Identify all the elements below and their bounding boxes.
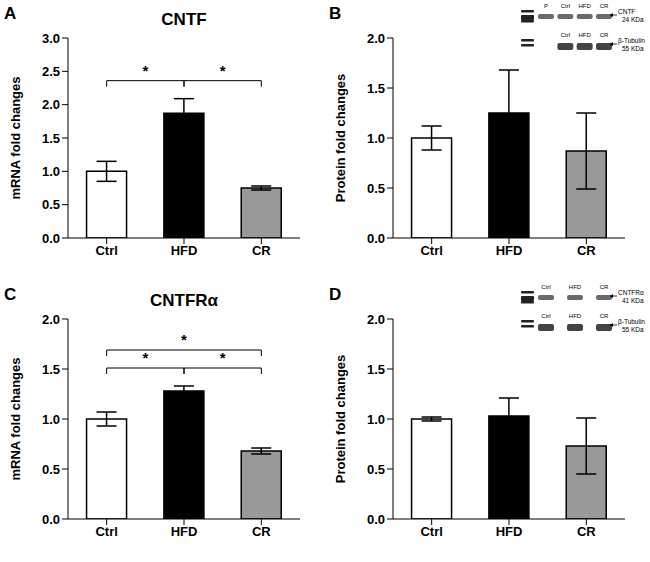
svg-text:55 KDa: 55 KDa xyxy=(622,326,642,333)
svg-text:CR: CR xyxy=(252,243,271,258)
html-text:CNTF: CNTF xyxy=(161,10,207,29)
svg-text:CNTF: CNTF xyxy=(618,8,635,15)
svg-text:0.5: 0.5 xyxy=(367,462,385,477)
svg-text:1.5: 1.5 xyxy=(367,362,385,377)
svg-text:0.0: 0.0 xyxy=(367,512,385,527)
svg-text:CR: CR xyxy=(577,243,596,258)
svg-text:3.0: 3.0 xyxy=(42,31,60,46)
svg-text:HFD: HFD xyxy=(171,243,198,258)
html-text:A: A xyxy=(4,4,17,23)
svg-text:CR: CR xyxy=(600,313,609,319)
svg-text:mRNA fold changes: mRNA fold changes xyxy=(8,357,23,480)
svg-text:0.5: 0.5 xyxy=(42,197,60,212)
svg-text:mRNA fold changes: mRNA fold changes xyxy=(8,76,23,199)
svg-text:HFD: HFD xyxy=(578,3,591,9)
svg-text:*: * xyxy=(142,62,148,79)
svg-text:P: P xyxy=(544,3,548,9)
svg-text:1.0: 1.0 xyxy=(367,412,385,427)
svg-text:*: * xyxy=(220,349,226,366)
svg-text:2.0: 2.0 xyxy=(367,31,385,46)
svg-text:HFD: HFD xyxy=(496,524,523,539)
svg-text:1.5: 1.5 xyxy=(367,81,385,96)
svg-text:HFD: HFD xyxy=(496,243,523,258)
svg-text:Ctrl: Ctrl xyxy=(541,313,550,319)
svg-text:CNTFRα: CNTFRα xyxy=(618,289,642,296)
svg-text:Ctrl: Ctrl xyxy=(95,524,117,539)
svg-text:HFD: HFD xyxy=(578,32,591,38)
svg-text:24 KDa: 24 KDa xyxy=(622,16,642,23)
svg-text:2.0: 2.0 xyxy=(42,312,60,327)
svg-text:*: * xyxy=(142,349,148,366)
svg-text:0.5: 0.5 xyxy=(42,462,60,477)
svg-text:Ctrl: Ctrl xyxy=(420,243,442,258)
svg-text:0.0: 0.0 xyxy=(367,231,385,246)
html-text:C: C xyxy=(4,285,17,304)
svg-text:2.0: 2.0 xyxy=(367,312,385,327)
svg-text:Ctrl: Ctrl xyxy=(561,32,570,38)
svg-text:Ctrl: Ctrl xyxy=(420,524,442,539)
svg-text:CR: CR xyxy=(577,524,596,539)
svg-text:*: * xyxy=(181,331,187,348)
svg-text:CR: CR xyxy=(600,32,609,38)
svg-text:1.5: 1.5 xyxy=(42,131,60,146)
svg-text:2.0: 2.0 xyxy=(42,97,60,112)
svg-text:1.0: 1.0 xyxy=(42,412,60,427)
html-text:CNTFRα: CNTFRα xyxy=(150,291,218,310)
svg-text:1.0: 1.0 xyxy=(367,131,385,146)
svg-text:HFD: HFD xyxy=(569,284,582,290)
svg-text:41 KDa: 41 KDa xyxy=(622,297,642,304)
svg-text:0.5: 0.5 xyxy=(367,181,385,196)
svg-text:0.0: 0.0 xyxy=(42,512,60,527)
svg-text:0.0: 0.0 xyxy=(42,231,60,246)
svg-text:CR: CR xyxy=(252,524,271,539)
svg-text:Ctrl: Ctrl xyxy=(541,284,550,290)
svg-text:Protein fold changes: Protein fold changes xyxy=(333,74,348,203)
svg-text:β-Tubulin: β-Tubulin xyxy=(618,318,642,326)
svg-text:CR: CR xyxy=(600,3,609,9)
html-text:D: D xyxy=(329,285,342,304)
svg-text:55 KDa: 55 KDa xyxy=(622,45,642,52)
svg-text:2.5: 2.5 xyxy=(42,64,60,79)
svg-text:*: * xyxy=(220,62,226,79)
svg-text:β-Tubulin: β-Tubulin xyxy=(618,37,642,45)
svg-text:Protein fold changes: Protein fold changes xyxy=(333,355,348,484)
svg-text:1.0: 1.0 xyxy=(42,164,60,179)
html-text:B: B xyxy=(329,4,342,23)
svg-text:HFD: HFD xyxy=(171,524,198,539)
svg-text:CR: CR xyxy=(600,284,609,290)
svg-text:HFD: HFD xyxy=(569,313,582,319)
svg-text:Ctrl: Ctrl xyxy=(95,243,117,258)
svg-text:Ctrl: Ctrl xyxy=(561,3,570,9)
svg-text:1.5: 1.5 xyxy=(42,362,60,377)
